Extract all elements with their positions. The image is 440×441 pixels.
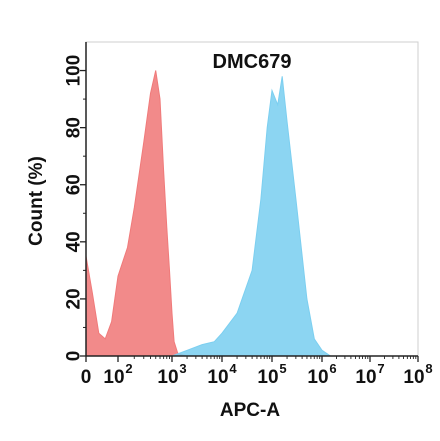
x-tick-label: 10 (403, 367, 424, 388)
x-tick-exponent: 5 (279, 361, 286, 376)
x-tick-label: 10 (257, 367, 278, 388)
x-tick-label: 10 (355, 367, 376, 388)
x-tick-label: 0 (81, 367, 92, 388)
y-tick-label: 20 (64, 288, 85, 309)
series-layer (85, 70, 333, 357)
x-tick-label: 10 (207, 367, 228, 388)
series-area-1 (85, 70, 188, 357)
x-tick-label: 10 (103, 367, 124, 388)
x-tick-label: 10 (157, 367, 178, 388)
x-tick-label: 10 (307, 367, 328, 388)
chart-title: DMC679 (213, 51, 292, 73)
x-axis-title: APC-A (220, 400, 280, 421)
series-area-2 (171, 76, 333, 357)
x-tick-exponent: 7 (377, 361, 384, 376)
y-tick-label: 60 (64, 174, 85, 195)
y-tick-label: 40 (64, 231, 85, 252)
y-tick-label: 80 (64, 117, 85, 138)
x-tick-exponent: 4 (229, 361, 237, 376)
x-tick-exponent: 3 (179, 361, 186, 376)
y-tick-label: 100 (64, 55, 85, 87)
x-tick-exponent: 8 (425, 361, 432, 376)
x-tick-exponent: 2 (125, 361, 132, 376)
x-tick-exponent: 6 (329, 361, 336, 376)
y-tick-label: 0 (64, 351, 85, 362)
y-axis-title: Count (%) (26, 156, 47, 246)
